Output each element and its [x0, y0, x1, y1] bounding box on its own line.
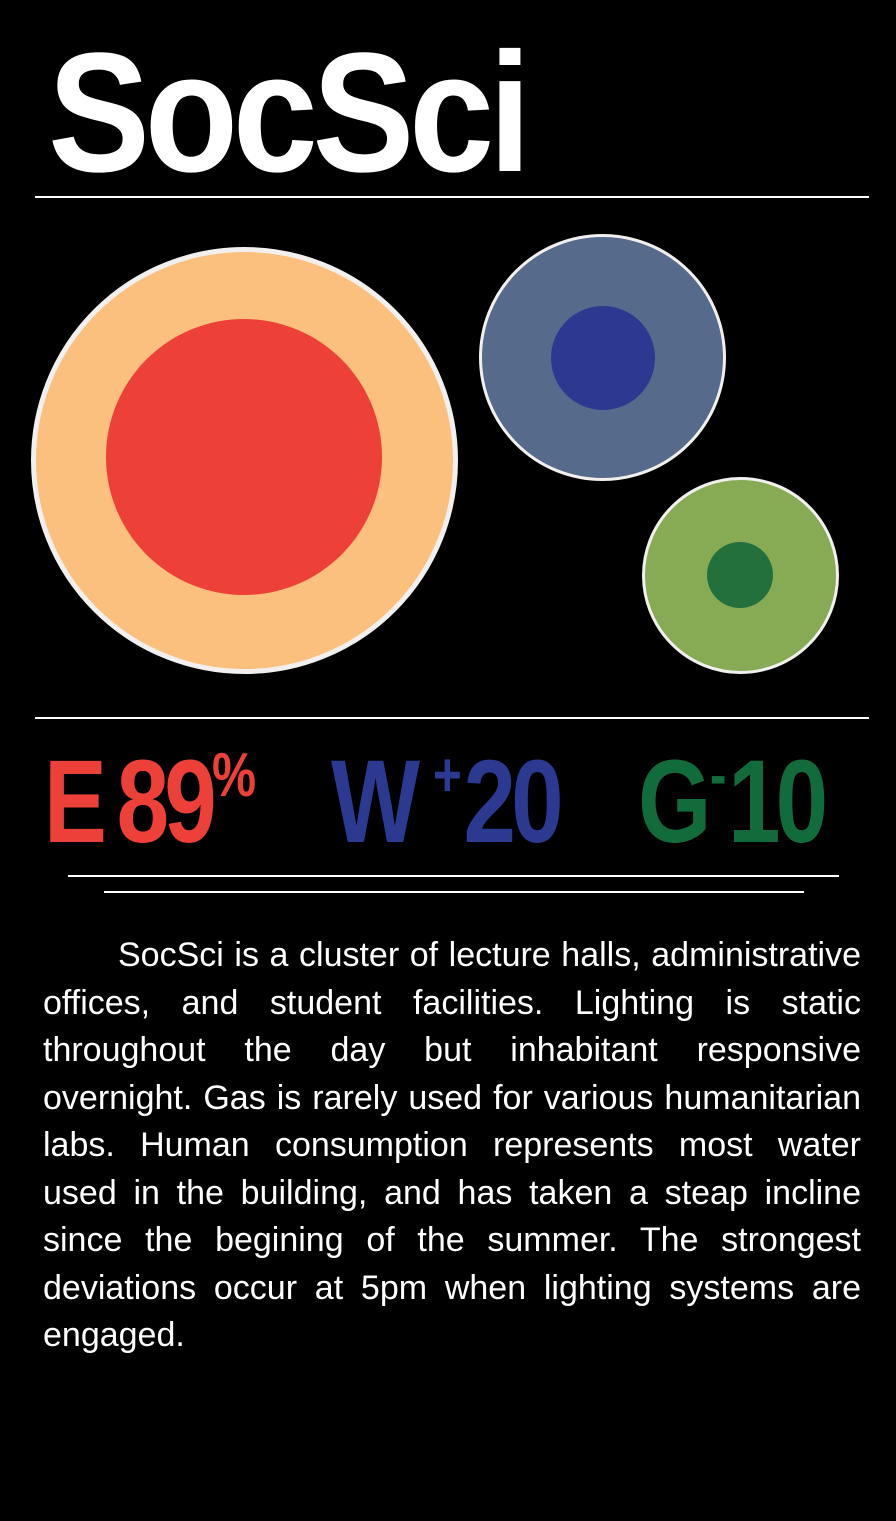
- water-value: 20: [463, 736, 563, 868]
- stats-divider-bottom: [104, 891, 804, 893]
- water-letter: W: [331, 736, 420, 868]
- title-divider: [35, 196, 869, 198]
- description-paragraph: SocSci is a cluster of lecture halls, ad…: [43, 936, 861, 1354]
- water-stat: W +20: [331, 741, 564, 861]
- gas-sign: -: [709, 741, 727, 810]
- electricity-suffix: %: [211, 741, 257, 810]
- electricity-value: 89: [116, 736, 217, 868]
- gas-inner-circle: [707, 542, 773, 608]
- gas-stat: G-10: [638, 741, 828, 861]
- electricity-stat: E89%: [44, 743, 256, 861]
- water-inner-circle: [551, 306, 655, 410]
- gas-value: 10: [727, 736, 828, 868]
- gas-letter: G: [638, 736, 711, 868]
- stats-divider-top: [68, 875, 839, 877]
- electricity-inner-circle: [106, 319, 382, 595]
- circles-divider: [35, 717, 869, 719]
- water-sign: +: [432, 741, 462, 810]
- page-title: SocSci: [48, 18, 531, 208]
- electricity-letter: E: [44, 736, 107, 868]
